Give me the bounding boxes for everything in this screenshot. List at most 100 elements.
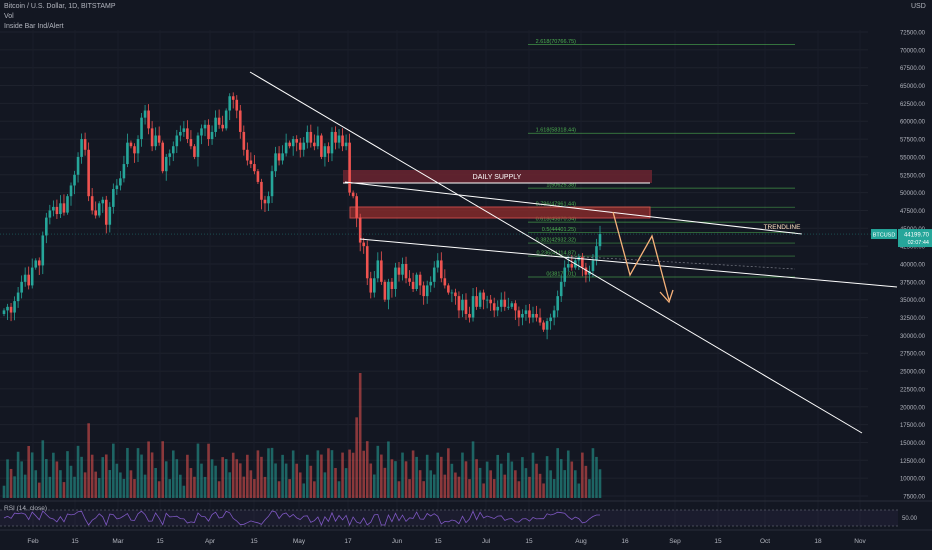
price-tag: [898, 229, 932, 248]
volume-bar: [411, 450, 415, 498]
price-tick: 30000.00: [900, 334, 926, 340]
supply-zones: DAILY SUPPLY: [343, 170, 652, 219]
fib-label: 2.618(70766.75): [536, 39, 577, 45]
candle-body: [76, 156, 80, 175]
volume-bar: [277, 481, 281, 498]
fib-label: 0(38177.01): [546, 272, 576, 278]
volume-bar: [224, 459, 228, 498]
candle-body: [432, 267, 436, 282]
candle-body: [468, 313, 471, 318]
volume-bar: [267, 448, 270, 498]
volume-bar: [334, 467, 337, 498]
supply-zone-lower: [349, 206, 651, 219]
volume-bar: [168, 479, 172, 498]
candle-body: [355, 196, 358, 218]
candle-body: [411, 281, 415, 289]
candle-body: [182, 128, 186, 132]
fib-label: 0.618(45870.34): [536, 217, 577, 223]
time-tick: May: [293, 538, 306, 545]
volume-bar: [330, 450, 334, 498]
candle-body: [334, 131, 337, 143]
volume-bar: [425, 454, 429, 498]
volume-bar: [341, 452, 344, 498]
candle-body: [510, 303, 514, 307]
volume-bar: [457, 476, 461, 498]
candle-body: [104, 199, 108, 225]
volume-bar: [253, 479, 256, 498]
price-tick: 40000.00: [900, 263, 926, 269]
candle-body: [492, 303, 496, 311]
volume-bar: [581, 452, 584, 498]
candle-body: [267, 196, 270, 204]
volume-bar: [563, 470, 567, 498]
candle-body: [2, 310, 6, 314]
volume-bar: [97, 478, 101, 498]
candle-body: [171, 146, 175, 154]
volume-bar: [126, 447, 129, 498]
candle-body: [351, 192, 355, 197]
volume-bar: [157, 481, 161, 498]
volume-bar: [595, 456, 598, 498]
time-tick: 15: [525, 538, 533, 545]
volume-bar: [249, 470, 253, 498]
volume-bar: [598, 469, 602, 498]
candle-body: [291, 139, 295, 147]
candle-body: [383, 281, 387, 300]
fib-label: 1.618(58318.44): [536, 128, 577, 134]
candle-body: [94, 210, 97, 216]
candle-body: [563, 267, 567, 282]
volume-bar: [16, 451, 20, 498]
volume-bar: [6, 459, 9, 498]
daily-supply-zone: [343, 170, 652, 183]
candle-body: [122, 164, 126, 179]
candle-body: [168, 153, 172, 157]
time-tick: 17: [344, 538, 352, 545]
volume-bar: [588, 479, 591, 498]
candle-body: [369, 278, 373, 293]
volume-bar: [238, 463, 242, 498]
price-tick: 65000.00: [900, 84, 926, 90]
volume-bar: [9, 468, 13, 498]
price-tick: 35000.00: [900, 298, 926, 304]
candle-body: [189, 139, 193, 147]
volume-bar: [394, 461, 397, 498]
candle-body: [242, 131, 246, 150]
volume-bar: [76, 445, 80, 498]
volume-bar: [372, 474, 376, 498]
candle-body: [263, 199, 267, 204]
lower-trendline: [359, 238, 898, 288]
volume-bar: [432, 474, 436, 498]
candle-body: [193, 146, 196, 157]
volume-bar: [429, 470, 433, 498]
volume-bar: [383, 467, 387, 498]
candle-body: [34, 260, 38, 268]
candle-body: [316, 135, 320, 147]
volume-bar: [545, 456, 549, 498]
price-tick: 15000.00: [900, 441, 926, 447]
candle-body: [126, 142, 129, 165]
volume-bar: [83, 472, 87, 498]
volume-bar: [94, 471, 97, 498]
volume-bar: [164, 461, 168, 498]
volume-bar: [179, 474, 182, 498]
time-tick: 15: [714, 538, 722, 545]
volume-bar: [34, 470, 38, 498]
candle-body: [454, 292, 457, 297]
volume-bar: [140, 454, 143, 498]
volume-bar: [443, 474, 447, 498]
candle-body: [6, 306, 9, 311]
volume-bar: [482, 483, 485, 498]
candle-body: [581, 256, 584, 268]
candle-body: [535, 313, 538, 318]
candle-body: [309, 131, 313, 143]
candle-body: [200, 128, 203, 136]
volume-bar: [284, 463, 288, 498]
candle-body: [457, 296, 461, 311]
candle-body: [531, 313, 535, 318]
candle-body: [298, 142, 302, 150]
volume-bar: [320, 454, 323, 498]
time-tick: 15: [71, 538, 79, 545]
symbol-tag-text: BTCUSD: [873, 233, 896, 239]
rsi-pane: RSI (14, close) 50.00: [0, 500, 932, 527]
